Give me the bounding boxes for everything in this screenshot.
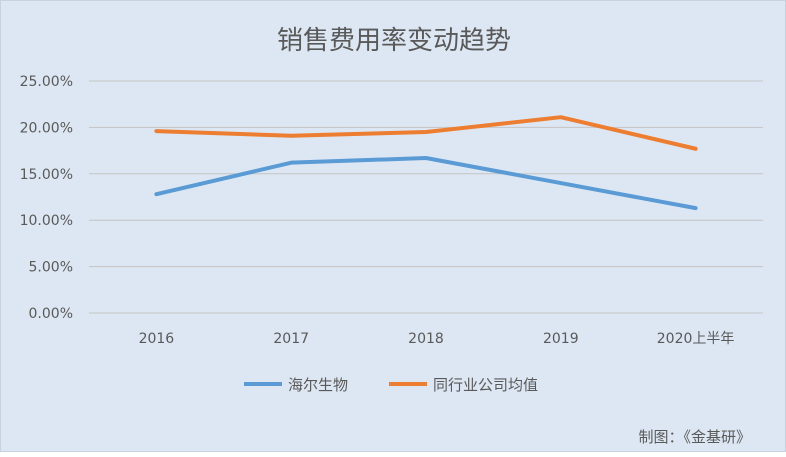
legend-label: 海尔生物 (288, 376, 348, 394)
chart-title: 销售费用率变动趋势 (277, 26, 511, 56)
x-tick-label: 2016 (139, 331, 175, 347)
x-tick-label: 2018 (408, 331, 444, 347)
y-tick-label: 0.00% (29, 306, 73, 322)
y-tick-label: 25.00% (20, 74, 73, 90)
y-tick-label: 5.00% (29, 260, 73, 276)
y-tick-label: 15.00% (20, 167, 73, 183)
series-line-0 (156, 158, 695, 208)
x-tick-label: 2019 (543, 331, 579, 347)
x-tick-label: 2017 (273, 331, 309, 347)
y-tick-label: 20.00% (20, 120, 73, 136)
y-tick-label: 10.00% (20, 213, 73, 229)
legend-label: 同行业公司均值 (433, 376, 538, 394)
x-tick-label: 2020上半年 (657, 331, 735, 347)
series-line-1 (156, 117, 695, 149)
credit-text: 制图：《金基研》 (638, 428, 751, 446)
